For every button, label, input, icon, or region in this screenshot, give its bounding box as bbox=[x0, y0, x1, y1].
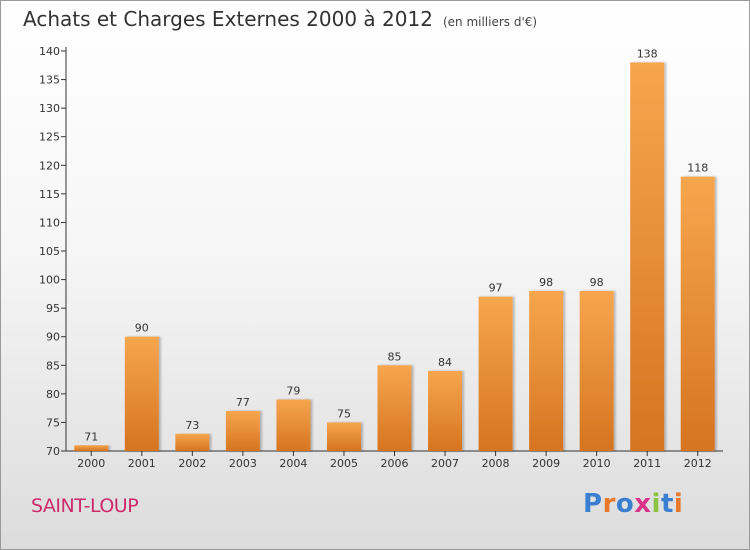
bar-value-label: 85 bbox=[388, 350, 402, 363]
y-tick-label: 115 bbox=[39, 188, 60, 201]
y-tick-label: 105 bbox=[39, 245, 60, 258]
chart-subtitle: (en milliers d'€) bbox=[442, 15, 538, 29]
bar bbox=[377, 365, 412, 451]
x-tick-label: 2009 bbox=[532, 457, 560, 470]
brand-letter: t bbox=[660, 489, 674, 519]
bar-value-label: 97 bbox=[489, 282, 503, 295]
y-tick-label: 70 bbox=[46, 445, 60, 458]
bar bbox=[124, 336, 159, 451]
place-name: SAINT-LOUP bbox=[31, 495, 139, 517]
bar bbox=[276, 399, 311, 451]
bar bbox=[680, 176, 715, 451]
x-tick-label: 2011 bbox=[633, 457, 661, 470]
value-labels: 71 90 73 77 79 75 85 84 97 98 98 138 118 bbox=[84, 47, 708, 443]
bar-value-label: 84 bbox=[438, 356, 452, 369]
bar-value-label: 90 bbox=[135, 322, 149, 335]
x-tick-label: 2004 bbox=[279, 457, 307, 470]
x-tick-label: 2001 bbox=[128, 457, 156, 470]
bar-value-label: 75 bbox=[337, 407, 351, 420]
bar bbox=[428, 371, 463, 451]
y-tick-label: 135 bbox=[39, 74, 60, 87]
y-tick-label: 140 bbox=[39, 45, 60, 58]
x-tick-label: 2000 bbox=[77, 457, 105, 470]
title-row: Achats et Charges Externes 2000 à 2012 (e… bbox=[23, 7, 537, 31]
bar bbox=[225, 411, 260, 451]
y-tick-label: 125 bbox=[39, 131, 60, 144]
brand-letter: x bbox=[634, 489, 652, 519]
brand-letter: i bbox=[651, 489, 661, 519]
y-tick-label: 120 bbox=[39, 159, 60, 172]
x-tick-label: 2012 bbox=[684, 457, 712, 470]
x-axis: 2000 2001 2002 2003 2004 2005 2006 2007 2008 2009… bbox=[66, 450, 723, 470]
bar bbox=[579, 291, 614, 451]
bar-value-label: 77 bbox=[236, 396, 250, 409]
bar-value-label: 79 bbox=[286, 385, 300, 398]
x-tick-label: 2008 bbox=[482, 457, 510, 470]
bar bbox=[529, 291, 564, 451]
bar bbox=[478, 296, 513, 451]
x-tick-label: 2006 bbox=[381, 457, 409, 470]
chart-title: Achats et Charges Externes 2000 à 2012 bbox=[23, 7, 433, 31]
x-tick-label: 2010 bbox=[583, 457, 611, 470]
bar bbox=[630, 62, 665, 452]
brand-letter: r bbox=[602, 489, 616, 519]
bar-value-label: 98 bbox=[590, 276, 604, 289]
bar-value-label: 73 bbox=[185, 419, 199, 432]
y-tick-label: 95 bbox=[46, 302, 60, 315]
x-tick-label: 2003 bbox=[229, 457, 257, 470]
brand-letter: P bbox=[583, 489, 603, 519]
y-tick-label: 80 bbox=[46, 388, 60, 401]
brand-letter: o bbox=[615, 489, 635, 519]
bar-value-label: 71 bbox=[84, 430, 98, 443]
bar-value-label: 98 bbox=[539, 276, 553, 289]
brand-letter: i bbox=[673, 489, 684, 519]
x-tick-label: 2005 bbox=[330, 457, 358, 470]
bar bbox=[74, 445, 109, 451]
y-tick-label: 75 bbox=[46, 416, 60, 429]
y-tick-label: 130 bbox=[39, 102, 60, 115]
bar-value-label: 118 bbox=[687, 162, 708, 175]
y-tick-label: 110 bbox=[39, 216, 60, 229]
bar bbox=[175, 433, 210, 451]
bars bbox=[74, 62, 715, 452]
y-tick-label: 85 bbox=[46, 359, 60, 372]
bar bbox=[326, 422, 361, 451]
brand-logo: Proxiti bbox=[583, 489, 683, 519]
y-axis: 70 75 80 85 90 95 100 105 110 115 120 125 130 135 140 bbox=[39, 45, 67, 458]
bar-value-label: 138 bbox=[637, 47, 658, 60]
y-tick-label: 90 bbox=[46, 331, 60, 344]
x-tick-label: 2007 bbox=[431, 457, 459, 470]
y-tick-label: 100 bbox=[39, 274, 60, 287]
x-tick-label: 2002 bbox=[178, 457, 206, 470]
